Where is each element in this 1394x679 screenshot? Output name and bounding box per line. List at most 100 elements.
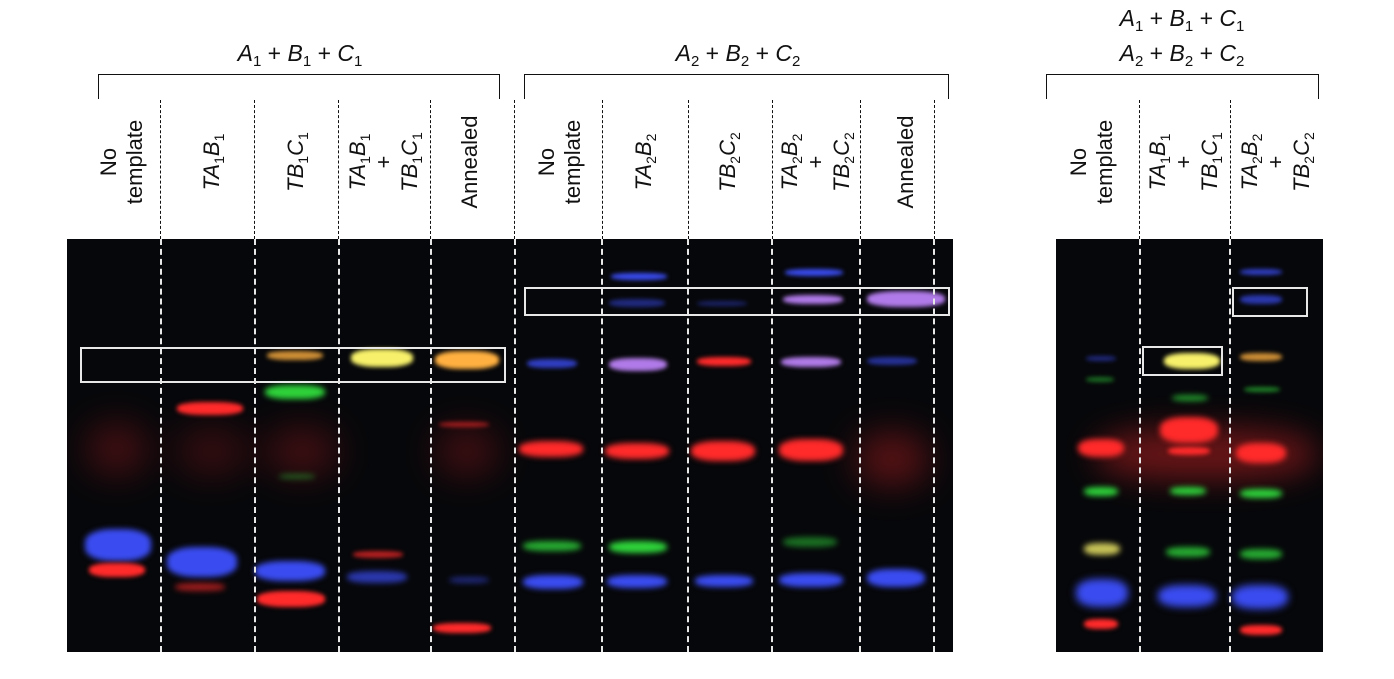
highlight-box-right-2 xyxy=(1232,287,1308,317)
gel-band xyxy=(1086,377,1114,382)
lane-divider xyxy=(771,239,773,652)
gel-band xyxy=(1236,443,1286,463)
gel-band xyxy=(1240,625,1282,635)
gel-band xyxy=(267,351,323,360)
label-separator xyxy=(160,100,161,239)
gel-band xyxy=(609,299,665,307)
highlight-box-right-1 xyxy=(1142,346,1223,376)
lane-divider xyxy=(430,239,432,652)
label-separator xyxy=(1230,100,1231,239)
group-label-combined-line2: A2 + B2 + C2 xyxy=(1119,40,1245,70)
gel-band xyxy=(527,359,577,368)
lane-label-left-7: TA2B2 xyxy=(631,133,659,191)
label-separator xyxy=(934,100,935,239)
gel-band xyxy=(439,422,489,427)
lane-divider xyxy=(160,239,162,652)
lane-label-left-6: No template xyxy=(534,119,585,205)
gel-band xyxy=(257,591,325,607)
gel-band xyxy=(1086,356,1116,361)
gel-band xyxy=(523,541,581,551)
gel-band xyxy=(435,351,499,369)
gel-band xyxy=(87,424,147,474)
highlight-box-middle xyxy=(524,287,950,316)
gel-band xyxy=(781,357,841,367)
lane-divider xyxy=(859,239,861,652)
lane-divider xyxy=(254,239,256,652)
gel-band xyxy=(255,561,325,581)
gel-band xyxy=(783,295,843,304)
bracket-middle xyxy=(524,74,949,99)
gel-band xyxy=(867,291,945,307)
label-separator xyxy=(430,100,431,239)
lane-divider xyxy=(601,239,603,652)
gel-band xyxy=(697,301,747,306)
bracket-left xyxy=(98,74,500,99)
group-label-combined-line1: A1 + B1 + C1 xyxy=(1119,5,1245,35)
gel-band xyxy=(867,569,925,587)
gel-band xyxy=(89,563,145,577)
label-separator xyxy=(254,100,255,239)
lane-divider xyxy=(514,239,516,652)
group-label-a1b1c1: A1 + B1 + C1 xyxy=(237,40,363,70)
gel-band xyxy=(167,547,237,577)
lane-label-right-3: TA2B2 + TB2C2 xyxy=(1237,132,1317,192)
gel-band xyxy=(1240,295,1282,304)
gel-band xyxy=(1240,549,1282,559)
lane-label-left-2: TA1B1 xyxy=(199,133,227,191)
lane-label-right-2: TA1B1 + TB1C1 xyxy=(1145,132,1225,192)
gel-band xyxy=(697,357,751,366)
lane-divider xyxy=(933,239,935,652)
gel-band xyxy=(1172,395,1208,401)
gel-band xyxy=(605,443,669,459)
lane-divider xyxy=(1139,239,1141,652)
gel-band xyxy=(867,357,917,365)
highlight-box-left xyxy=(80,347,506,383)
gel-band xyxy=(609,541,667,553)
gel-band xyxy=(449,577,489,583)
gel-band xyxy=(177,429,247,474)
gel-band xyxy=(519,441,583,457)
gel-band xyxy=(783,537,837,547)
gel-band xyxy=(1164,353,1220,369)
group-label-a2b2c2: A2 + B2 + C2 xyxy=(675,40,801,70)
lane-label-left-1: No template xyxy=(96,119,147,205)
gel-band xyxy=(267,429,337,474)
label-separator xyxy=(860,100,861,239)
label-separator xyxy=(1139,100,1140,239)
gel-band xyxy=(607,575,667,588)
gel-band xyxy=(433,623,491,633)
gel-band xyxy=(1158,585,1216,607)
lane-label-right-1: No template xyxy=(1066,119,1117,205)
gel-band xyxy=(177,402,243,415)
gel-band xyxy=(1168,447,1210,455)
gel-band xyxy=(785,269,843,276)
gel-band xyxy=(353,551,403,558)
gel-band xyxy=(691,441,755,461)
gel-band xyxy=(351,349,413,367)
gel-band xyxy=(85,529,151,561)
lane-label-left-3: TB1C1 xyxy=(283,132,311,192)
gel-band xyxy=(523,575,583,589)
label-separator xyxy=(602,100,603,239)
lane-divider xyxy=(338,239,340,652)
gel-band xyxy=(1084,487,1118,496)
lane-divider xyxy=(1229,239,1231,652)
gel-band xyxy=(1084,543,1120,555)
gel-band xyxy=(175,583,225,591)
gel-band xyxy=(695,575,753,587)
gel-band xyxy=(1240,489,1282,498)
gel-band xyxy=(1170,487,1206,495)
label-separator xyxy=(338,100,339,239)
gel-band xyxy=(779,573,843,587)
gel-band xyxy=(609,358,667,371)
gel-left xyxy=(67,239,953,652)
gel-band xyxy=(1244,387,1280,392)
gel-band xyxy=(1084,619,1118,629)
gel-band xyxy=(611,273,667,280)
gel-band xyxy=(1166,547,1210,557)
label-separator xyxy=(688,100,689,239)
lane-label-left-8: TB2C2 xyxy=(715,132,743,192)
lane-label-left-10: Annealed xyxy=(893,115,918,209)
lane-label-left-9: TA2B2 + TB2C2 xyxy=(777,132,857,192)
bracket-right xyxy=(1046,74,1319,99)
